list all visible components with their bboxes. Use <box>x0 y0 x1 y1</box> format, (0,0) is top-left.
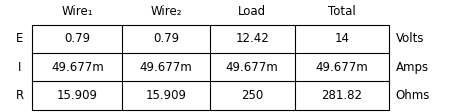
Text: Total: Total <box>328 5 356 18</box>
Bar <box>32 25 389 110</box>
Text: R: R <box>16 89 24 102</box>
Text: 49.677m: 49.677m <box>51 61 104 74</box>
Text: E: E <box>16 32 24 45</box>
Text: 49.677m: 49.677m <box>315 61 368 74</box>
Text: 14: 14 <box>334 32 349 45</box>
Text: Volts: Volts <box>396 32 424 45</box>
Text: I: I <box>18 61 22 74</box>
Text: Load: Load <box>238 5 266 18</box>
Text: 250: 250 <box>241 89 263 102</box>
Text: Ohms: Ohms <box>396 89 430 102</box>
Text: 15.909: 15.909 <box>146 89 186 102</box>
Text: 15.909: 15.909 <box>57 89 98 102</box>
Text: Amps: Amps <box>396 61 429 74</box>
Text: 12.42: 12.42 <box>235 32 269 45</box>
Text: 0.79: 0.79 <box>64 32 91 45</box>
Text: 281.82: 281.82 <box>321 89 362 102</box>
Text: 49.677m: 49.677m <box>226 61 279 74</box>
Text: Wire₁: Wire₁ <box>62 5 93 18</box>
Text: 0.79: 0.79 <box>153 32 179 45</box>
Text: 49.677m: 49.677m <box>139 61 192 74</box>
Text: Wire₂: Wire₂ <box>150 5 182 18</box>
